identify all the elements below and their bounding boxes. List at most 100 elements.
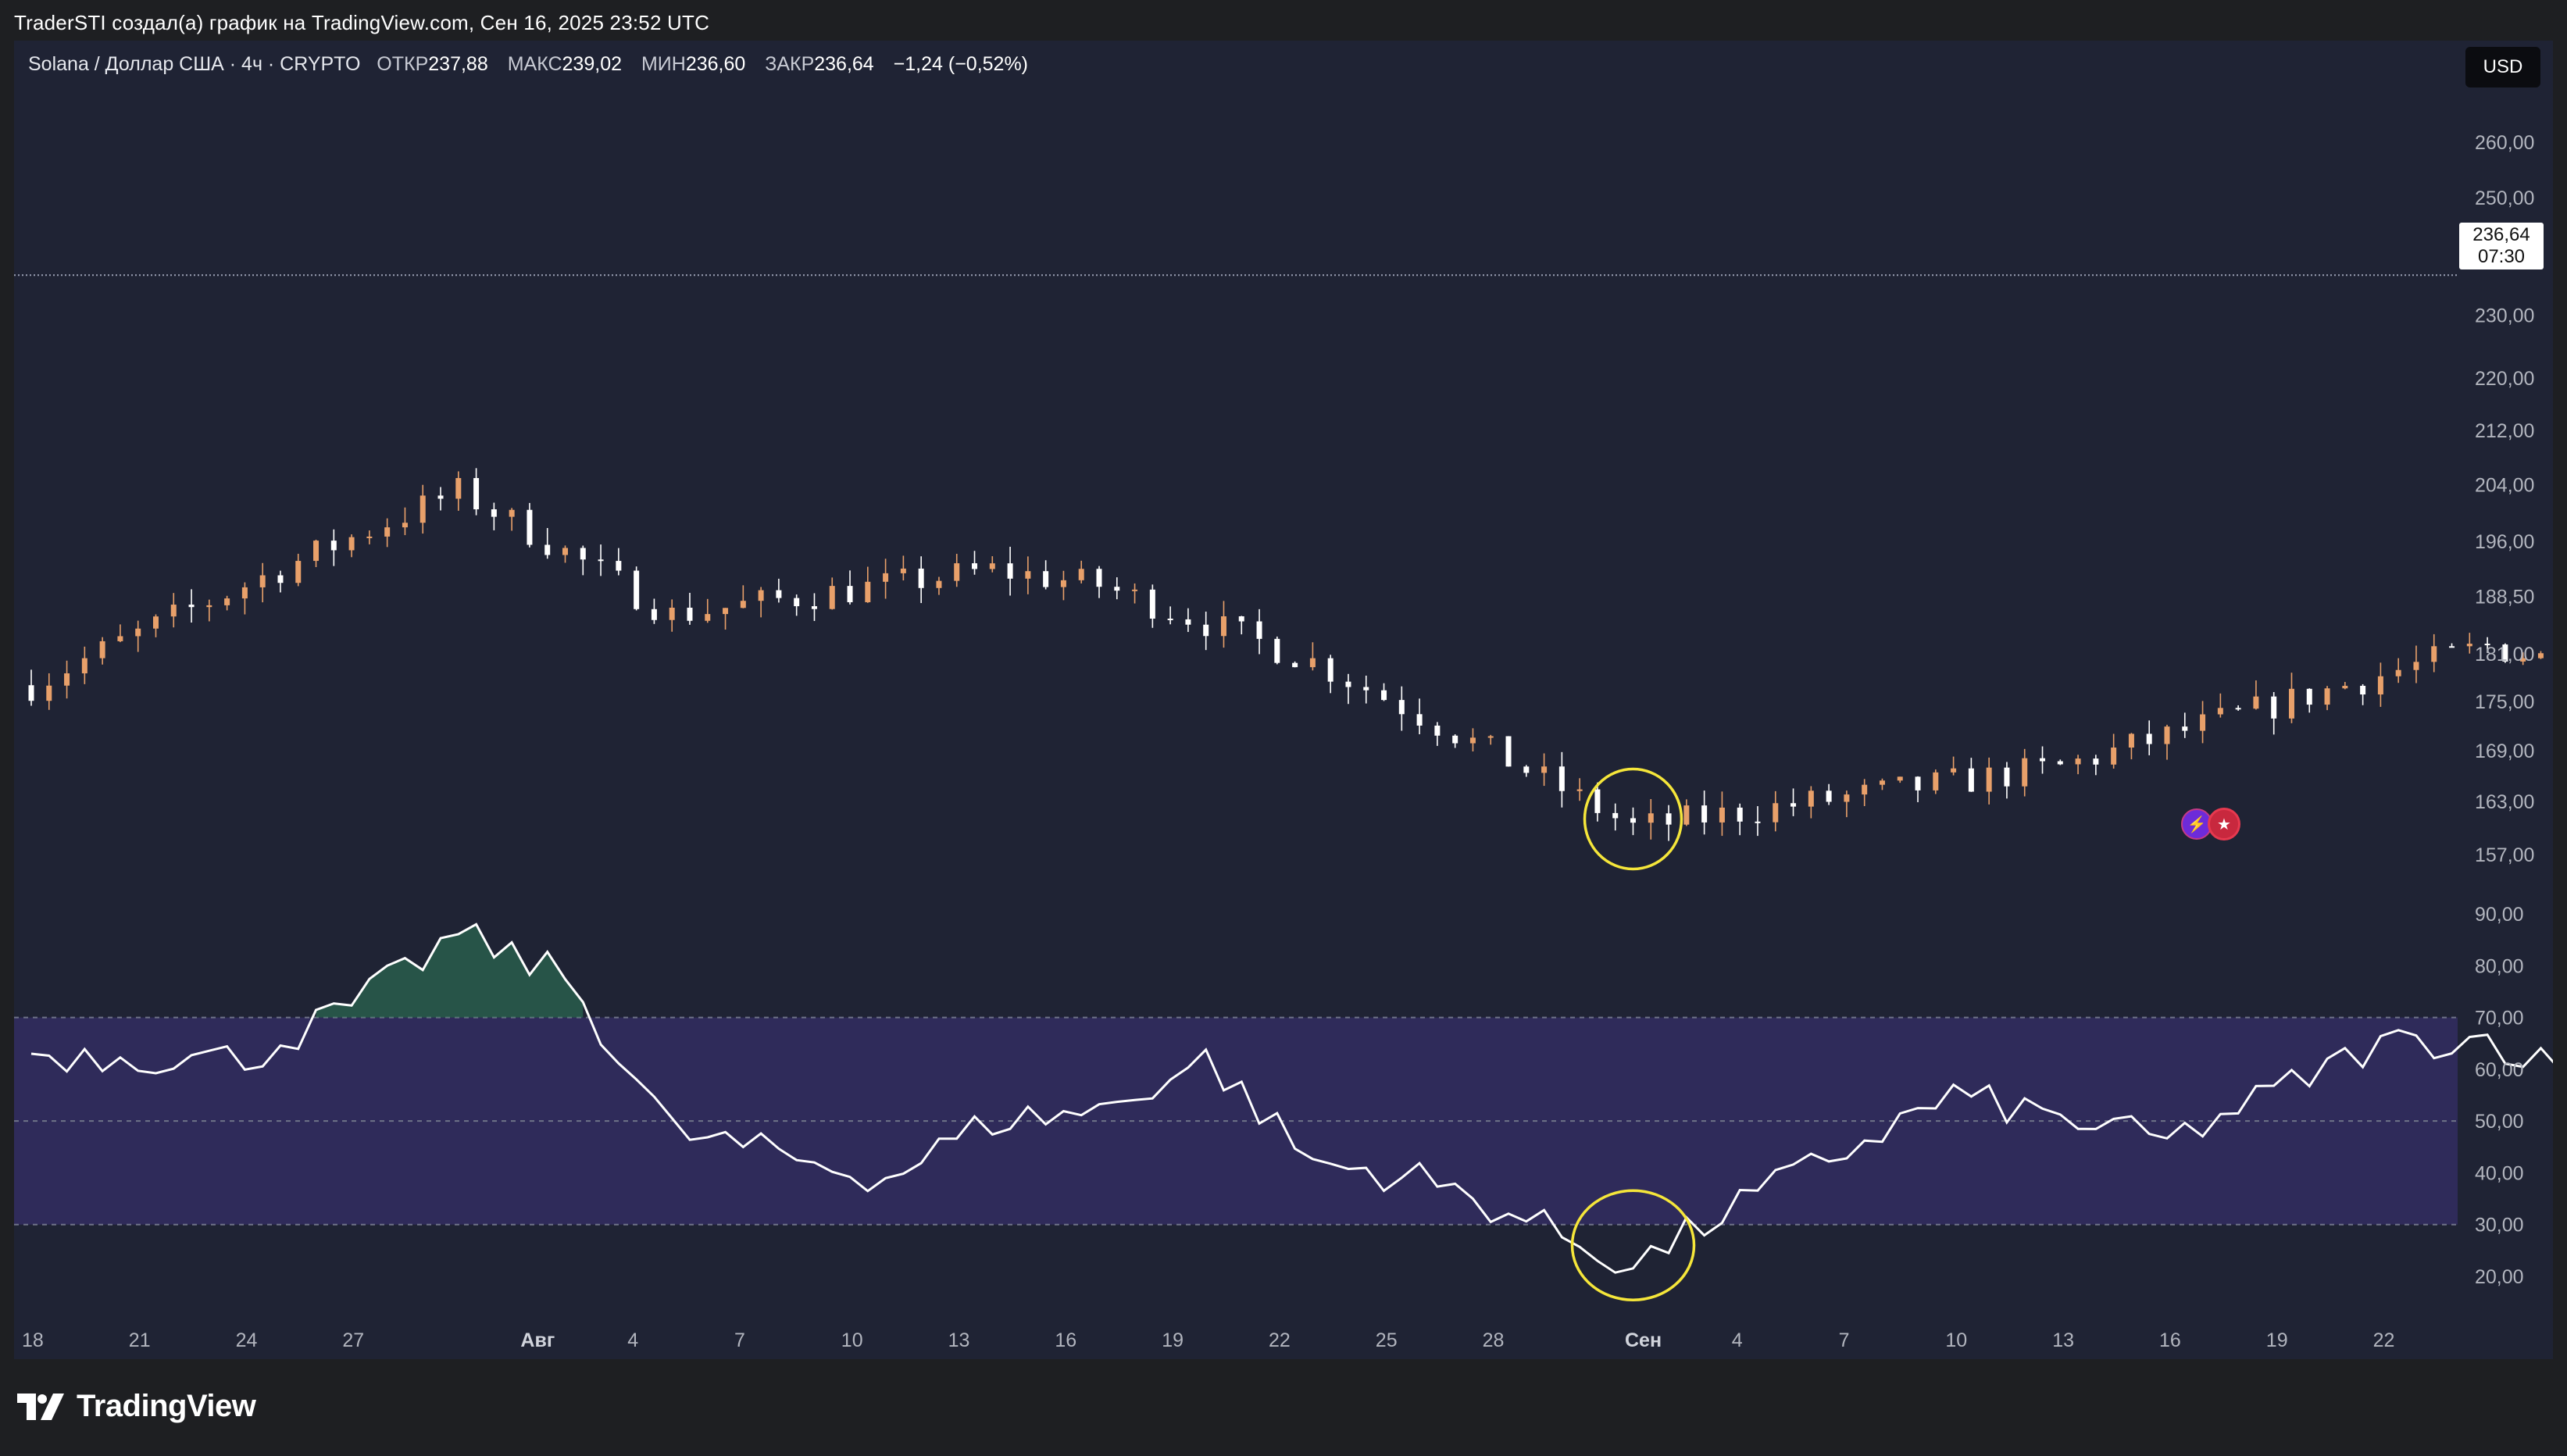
symbol-name[interactable]: Solana / Доллар США · 4ч · CRYPTO — [28, 53, 361, 75]
candle-body — [580, 548, 586, 560]
price-axis-label: 163,00 — [2475, 791, 2534, 813]
price-axis-label: 181,00 — [2475, 644, 2534, 666]
candle-body — [206, 605, 212, 608]
time-axis-label: 22 — [1269, 1329, 1291, 1351]
chart-area[interactable]: 260,00250,00240,00230,00220,00212,00204,… — [14, 41, 2553, 1359]
candle-body — [1416, 714, 1423, 726]
price-axis-label: 175,00 — [2475, 691, 2534, 713]
candle-body — [2502, 644, 2508, 662]
candle-body — [2128, 733, 2134, 748]
candle-body — [2004, 767, 2010, 787]
candle-body — [1897, 776, 1903, 781]
symbol-legend[interactable]: Solana / Доллар США · 4ч · CRYPTO ОТКР23… — [28, 53, 1028, 76]
annotation-layer — [1570, 767, 1696, 1301]
price-axis-label: 250,00 — [2475, 187, 2534, 209]
candle-body — [811, 606, 817, 609]
candle-body — [2146, 733, 2152, 744]
open-value: 237,88 — [428, 53, 488, 75]
candle-body — [936, 580, 942, 588]
candle-body — [2235, 708, 2241, 710]
candle-body — [295, 561, 302, 583]
candle-body — [152, 616, 159, 629]
candle-body — [1933, 772, 1939, 790]
candle-body — [2342, 685, 2348, 689]
candle-body — [1719, 807, 1725, 823]
candle-body — [135, 628, 141, 637]
rsi-axis-label: 40,00 — [2475, 1162, 2524, 1184]
candle-body — [348, 537, 355, 551]
candle-body — [2306, 688, 2312, 705]
candle-body — [2217, 708, 2223, 715]
brand-logo[interactable]: TradingView — [17, 1389, 256, 1424]
candle-body — [2449, 646, 2455, 648]
candle-body — [2075, 758, 2081, 765]
candle-body — [473, 478, 480, 510]
time-axis-label: 18 — [22, 1329, 44, 1351]
candle-body — [420, 495, 426, 523]
candle-body — [2182, 726, 2188, 731]
candle-body — [1398, 700, 1405, 715]
rsi-axis-label: 50,00 — [2475, 1111, 2524, 1133]
candle-body — [1576, 789, 1583, 791]
candle-body — [2377, 676, 2383, 695]
candle-body — [1879, 780, 1885, 785]
open-label: ОТКР — [377, 53, 429, 75]
chart-canvas[interactable]: 260,00250,00240,00230,00220,00212,00204,… — [14, 41, 2553, 1359]
candle-body — [1292, 662, 1298, 668]
candle-body — [46, 685, 52, 701]
candle-body — [384, 527, 391, 537]
candle-body — [847, 586, 853, 603]
candle-body — [865, 581, 871, 603]
candle-body — [1238, 616, 1244, 622]
candle-body — [776, 590, 782, 598]
candle-body — [1737, 807, 1743, 822]
candle-body — [1701, 805, 1708, 823]
economic-events[interactable]: ⚡ ★ — [2181, 808, 2240, 840]
candle-body — [1469, 737, 1476, 744]
candle-body — [277, 575, 284, 583]
candle-body — [1968, 768, 1974, 792]
candle-body — [1043, 571, 1049, 587]
candle-body — [918, 568, 924, 588]
candle-body — [794, 598, 800, 607]
candle-body — [1256, 621, 1262, 639]
candle-body — [330, 541, 337, 551]
candle-body — [1007, 563, 1013, 579]
candle-body — [2253, 696, 2259, 709]
candle-body — [2484, 644, 2490, 646]
time-axis-label: 7 — [1839, 1329, 1850, 1351]
candle-body — [1203, 624, 1209, 637]
time-axis-label: Авг — [520, 1329, 555, 1351]
candle-body — [562, 548, 568, 555]
annotation-circle — [1583, 767, 1683, 871]
price-axis-label: 157,00 — [2475, 844, 2534, 866]
price-axis-label: 260,00 — [2475, 132, 2534, 154]
candle-body — [1096, 569, 1102, 587]
candle-body — [723, 608, 729, 615]
candle-body — [1220, 616, 1226, 637]
brand-name: TradingView — [77, 1389, 256, 1423]
candle-body — [1558, 766, 1565, 791]
annotation-circle — [1570, 1189, 1696, 1301]
candle-body — [2520, 658, 2526, 662]
candle-body — [1648, 813, 1654, 823]
us-flag-icon[interactable]: ★ — [2208, 808, 2240, 840]
candle-body — [1790, 803, 1797, 807]
last-price-tag: 236,64 07:30 — [2459, 223, 2544, 269]
tradingview-logo-icon — [17, 1393, 64, 1420]
candle-body — [170, 605, 177, 617]
candle-body — [437, 495, 444, 499]
candle-body — [28, 685, 34, 701]
price-axis-label: 220,00 — [2475, 368, 2534, 390]
candle-body — [1309, 658, 1316, 668]
candle-body — [1327, 658, 1333, 682]
flash-icon[interactable]: ⚡ — [2181, 808, 2212, 840]
time-axis-label: 16 — [1055, 1329, 1076, 1351]
candle-body — [1666, 813, 1672, 825]
candle-body — [634, 570, 640, 609]
candle-body — [1487, 736, 1494, 738]
candle-body — [2413, 662, 2419, 670]
candle-body — [1844, 794, 1850, 802]
currency-button[interactable]: USD — [2465, 47, 2540, 87]
candle-body — [1612, 812, 1619, 819]
